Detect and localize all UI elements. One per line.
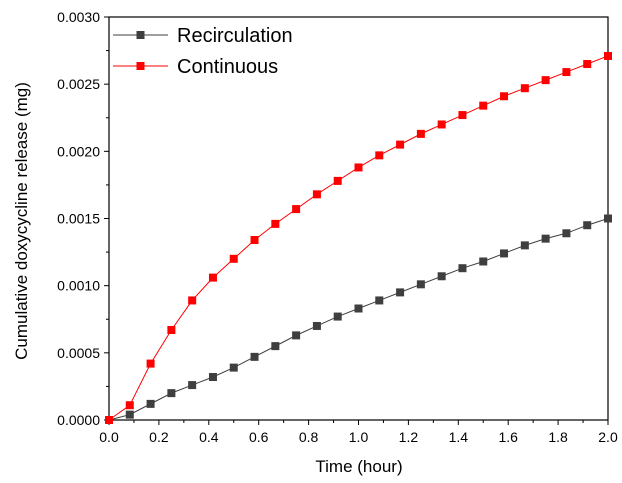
- series-point: [271, 342, 280, 351]
- x-axis-title: Time (hour): [315, 457, 402, 476]
- x-tick-label: 1.8: [548, 429, 568, 445]
- series-point: [146, 359, 155, 368]
- y-tick-label: 0.0020: [57, 143, 100, 159]
- x-tick-label: 1.2: [399, 429, 419, 445]
- series-point: [500, 249, 509, 258]
- series-point: [188, 296, 197, 305]
- legend-marker: [136, 62, 145, 70]
- series-point: [167, 325, 176, 334]
- series-point: [604, 214, 612, 223]
- series-point: [375, 296, 384, 305]
- series-point: [541, 234, 550, 243]
- series-point: [520, 241, 529, 250]
- series-point: [375, 151, 384, 160]
- series-point: [541, 76, 550, 85]
- series-point: [583, 221, 592, 230]
- y-tick-label: 0.0025: [57, 76, 100, 92]
- series-point: [146, 399, 155, 408]
- series-point: [562, 68, 571, 77]
- x-tick-label: 0.6: [249, 429, 269, 445]
- series-point: [229, 254, 238, 263]
- legend-label: Continuous: [177, 56, 278, 78]
- series-point: [229, 363, 238, 372]
- series-point: [604, 51, 612, 60]
- x-tick-label: 1.4: [449, 429, 469, 445]
- legend-label: Recirculation: [177, 25, 293, 47]
- series-point: [520, 84, 529, 93]
- series-point: [562, 229, 571, 238]
- series-point: [208, 273, 217, 282]
- series-point: [416, 129, 425, 138]
- x-tick-label: 1.6: [498, 429, 518, 445]
- series-point: [354, 304, 363, 313]
- series-point: [333, 176, 342, 185]
- series-point: [250, 352, 259, 361]
- y-tick-label: 0.0010: [57, 278, 100, 294]
- series-point: [167, 389, 176, 398]
- y-tick-label: 0.0005: [57, 345, 100, 361]
- legend: Recirculation Continuous: [113, 25, 293, 78]
- series-point: [125, 401, 134, 410]
- series-point: [396, 140, 405, 149]
- series-point: [583, 60, 592, 69]
- y-tick-label: 0.0015: [57, 211, 100, 227]
- series-point: [292, 205, 301, 214]
- series-point: [105, 416, 113, 424]
- series-point: [416, 280, 425, 289]
- x-tick-label: 1.0: [349, 429, 369, 445]
- series-point: [354, 163, 363, 172]
- series-point: [250, 235, 259, 244]
- series-point: [333, 312, 342, 321]
- series-point: [396, 288, 405, 297]
- x-tick-label: 0.4: [199, 429, 219, 445]
- series-point: [312, 321, 321, 330]
- series-point: [458, 264, 467, 273]
- axes: 0.0 0.2 0.4 0.6 0.8 1.0 1.2 1.4 1.6 1.8 2.0 0.0000 0…: [57, 9, 618, 445]
- series-point: [479, 101, 488, 110]
- y-axis-title: Cumulative doxycycline release (mg): [12, 82, 31, 360]
- series-point: [437, 272, 446, 281]
- x-tick-label: 2.0: [598, 429, 618, 445]
- series-line: [108, 218, 609, 421]
- y-tick-label: 0.0000: [57, 412, 100, 428]
- series-point: [188, 381, 197, 390]
- series-point: [292, 331, 301, 340]
- series-point: [208, 373, 217, 382]
- x-tick-label: 0.2: [149, 429, 169, 445]
- x-tick-label: 0.8: [299, 429, 319, 445]
- series-point: [312, 190, 321, 199]
- x-tick-label: 0.0: [99, 429, 119, 445]
- series-point: [125, 410, 134, 419]
- series-point: [479, 257, 488, 266]
- legend-marker: [136, 31, 145, 39]
- data-series: [105, 51, 612, 424]
- series-point: [500, 92, 509, 101]
- series-point: [458, 111, 467, 120]
- series-line: [108, 55, 609, 421]
- y-tick-label: 0.0030: [57, 9, 100, 25]
- series-point: [437, 120, 446, 129]
- series-point: [271, 219, 280, 228]
